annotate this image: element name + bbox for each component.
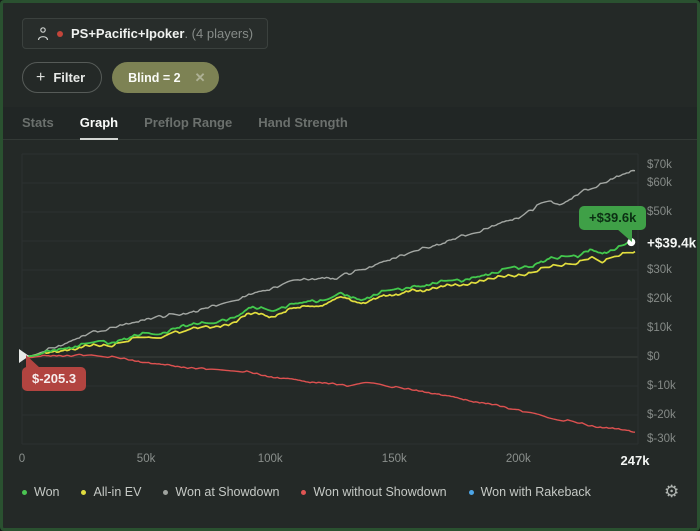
tab-stats[interactable]: Stats	[22, 115, 54, 130]
y-axis-label: $-10k	[647, 380, 676, 392]
x-axis-label: 50k	[136, 453, 156, 465]
legend-dot	[301, 489, 307, 495]
player-group-chip[interactable]: PS+Pacific+Ipoker. (4 players)	[22, 18, 269, 49]
chart-legend: Won All-in EV Won at Showdown Won withou…	[22, 485, 591, 499]
x-axis-end-label: 247k	[620, 453, 650, 468]
group-subtitle: . (4 players)	[184, 25, 254, 41]
won-value-tooltip: +$39.6k	[579, 206, 647, 230]
legend-dot	[163, 489, 169, 495]
tab-hand-strength[interactable]: Hand Strength	[258, 115, 348, 130]
tab-graph[interactable]: Graph	[79, 115, 119, 140]
y-axis-label: $-30k	[647, 433, 676, 445]
won-value-tooltip-arrow	[617, 229, 632, 242]
x-axis-label: 100k	[257, 453, 283, 465]
legend-item-won[interactable]: Won	[22, 485, 59, 499]
tab-band	[3, 107, 697, 140]
add-filter-button[interactable]: + Filter	[22, 62, 103, 93]
filter-button-label: Filter	[53, 70, 86, 85]
y-axis-label: $30k	[647, 264, 672, 276]
legend-item-won-at-showdown[interactable]: Won at Showdown	[163, 485, 279, 499]
gear-icon[interactable]: ⚙	[664, 482, 680, 501]
legend-item-won-with-rakeback[interactable]: Won with Rakeback	[468, 485, 591, 499]
tabbar-divider	[3, 139, 697, 140]
y-axis-current-value: +$39.4k	[647, 235, 697, 251]
y-axis-label: $0	[647, 351, 660, 363]
y-axis-label: $20k	[647, 293, 672, 305]
legend-dot	[468, 489, 474, 495]
filter-chip-label: Blind = 2	[128, 70, 181, 85]
group-title: PS+Pacific+Ipoker	[71, 25, 185, 41]
x-axis-label: 150k	[381, 453, 407, 465]
y-axis-label: $-20k	[647, 409, 676, 421]
tab-preflop-range[interactable]: Preflop Range	[144, 115, 233, 130]
x-axis-label: 0	[18, 453, 26, 465]
y-axis-label: $70k	[647, 159, 672, 171]
x-axis-label: 200k	[505, 453, 531, 465]
tabbar: Stats Graph Preflop Range Hand Strength	[22, 115, 348, 140]
legend-dot	[81, 489, 87, 495]
close-icon[interactable]: ✕	[194, 69, 206, 85]
legend-item-won-without-showdown[interactable]: Won without Showdown	[301, 485, 447, 499]
filter-chip-blind[interactable]: Blind = 2 ✕	[112, 62, 219, 93]
y-axis-label: $50k	[647, 206, 672, 218]
legend-dot	[22, 489, 27, 495]
players-icon	[37, 26, 49, 41]
legend-item-allin-ev[interactable]: All-in EV	[81, 485, 141, 499]
y-axis-label: $10k	[647, 322, 672, 334]
red-line-value-tooltip: $-205.3	[22, 367, 87, 391]
status-dot	[57, 30, 63, 37]
plus-icon: +	[36, 68, 46, 86]
y-axis-label: $60k	[647, 177, 672, 189]
